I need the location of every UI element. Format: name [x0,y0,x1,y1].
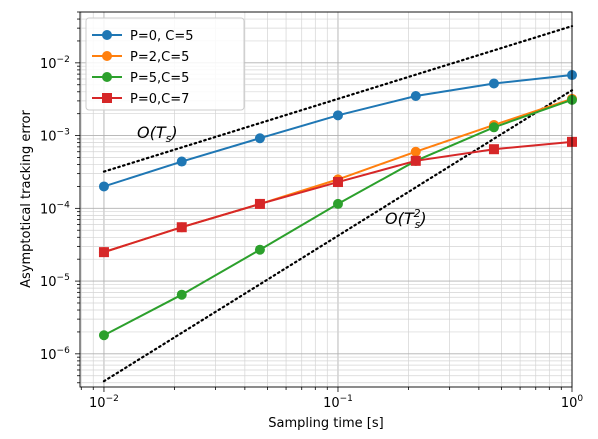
annotation-o-ts2-sub: s [415,218,421,231]
y-axis-label: Asymptotical tracking error [19,110,34,288]
series-lines [98,70,577,341]
y-tick-base: 10 [40,57,57,72]
data-point [410,91,421,102]
data-point [332,110,343,121]
reference-line [102,24,574,173]
data-point [98,330,109,341]
reference-line [102,89,574,383]
data-point [332,198,343,209]
y-tick-base: 10 [40,202,57,217]
annotation-o-ts-main: O(T [137,123,167,142]
x-tick-base: 10 [89,396,106,411]
annotation-o-ts2: O(T2 s) [385,207,427,231]
data-point [176,222,187,233]
data-point [98,247,109,258]
legend-marker [102,72,112,82]
x-tick-exponent: −2 [106,394,119,404]
legend-marker [102,93,112,103]
data-point [488,122,499,133]
legend-marker [102,51,112,61]
y-tick-label: 10−6 [40,346,70,363]
legend-label: P=0,C=7 [130,92,189,107]
data-point [410,146,421,157]
data-point [410,155,421,166]
x-tick-label: 10−1 [323,394,353,411]
x-tick-label: 100 [561,394,584,411]
y-tick-exponent: −3 [57,128,70,138]
data-point [488,144,499,155]
legend-marker [102,30,112,40]
y-tick-base: 10 [40,275,57,290]
y-tick-label: 10−2 [40,55,70,72]
reference-lines [102,24,574,383]
data-point [176,289,187,300]
y-tick-exponent: −4 [57,200,71,210]
annotation-o-ts2-main: O(T [385,209,415,228]
x-tick-exponent: −1 [340,394,353,404]
data-point [332,177,343,188]
series-group [98,70,577,192]
y-tick-exponent: −6 [57,346,71,356]
annotation-o-ts: O(Ts) [137,123,178,145]
annotation-o-ts2-sup: 2 [414,207,421,220]
x-axis-label: Sampling time [s] [268,416,383,431]
data-point [176,156,187,167]
x-tick-base: 10 [323,396,340,411]
y-tick-label: 10−3 [40,128,70,145]
legend-label: P=2,C=5 [130,50,189,65]
data-point [488,78,499,89]
legend-box [85,17,245,111]
data-point [98,181,109,192]
y-tick-label: 10−5 [40,273,70,290]
annotation-o-ts-close: ) [170,123,177,142]
legend: P=0, C=5 P=2,C=5 P=5,C=5 P=0,C=7 [85,17,245,111]
plot-frame [79,11,573,388]
y-tick-base: 10 [40,348,57,363]
y-tick-exponent: −2 [57,55,70,65]
annotation-o-ts-sub: s [166,132,172,145]
annotation-o-ts2-close: ) [419,209,426,228]
y-tick-base: 10 [40,130,57,145]
data-point [254,198,265,209]
y-tick-exponent: −5 [57,273,70,283]
data-point [254,133,265,144]
x-tick-label: 10−2 [89,394,119,411]
legend-label: P=5,C=5 [130,71,189,86]
x-tick-exponent: 0 [577,394,583,404]
legend-label: P=0, C=5 [130,29,194,44]
x-tick-base: 10 [561,396,578,411]
y-tick-label: 10−4 [40,200,70,217]
data-point [254,244,265,255]
